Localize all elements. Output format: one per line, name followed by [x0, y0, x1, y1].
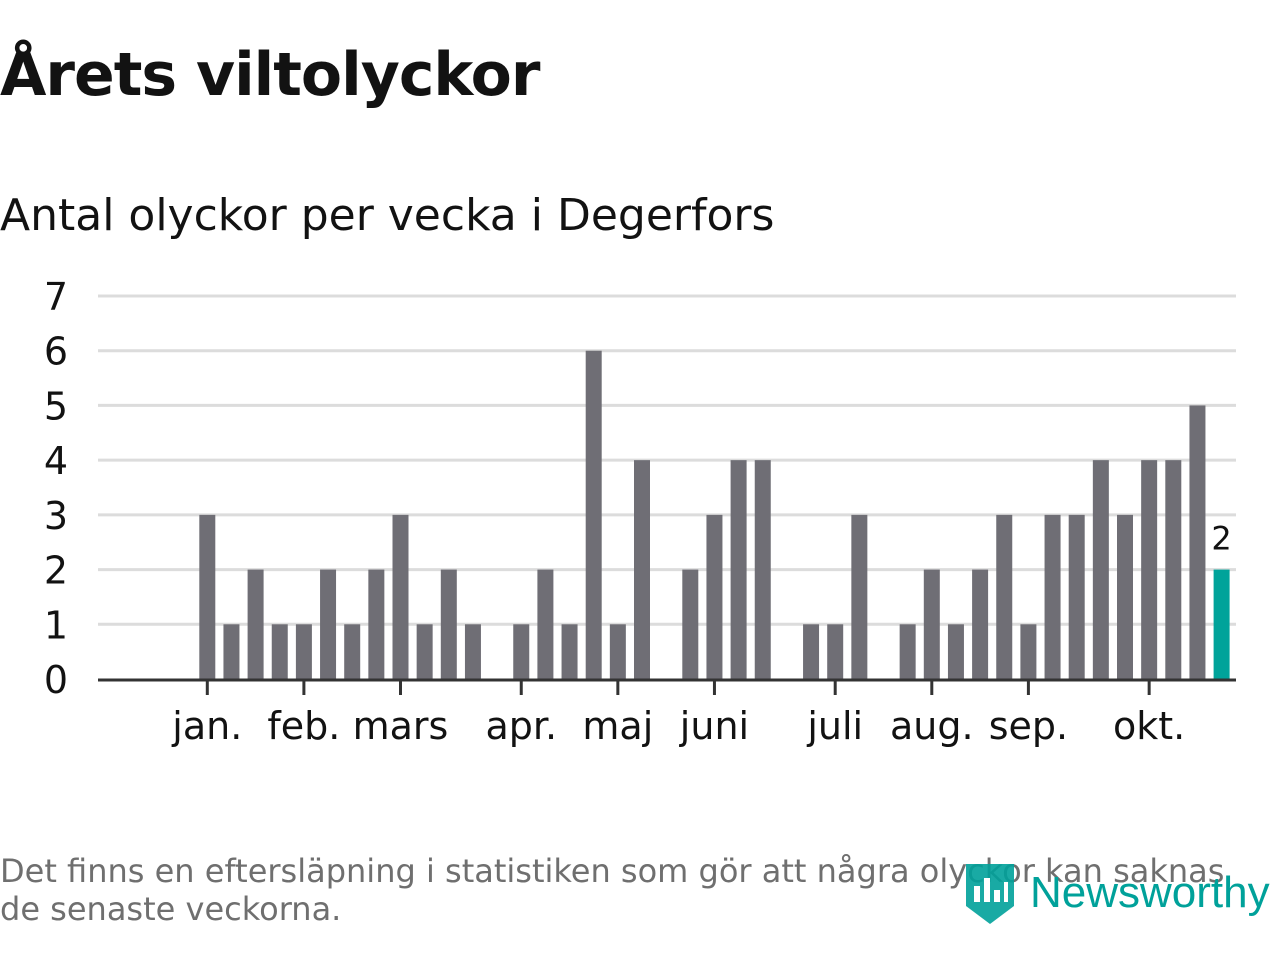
bar-week-5 [247, 569, 264, 679]
bar-week-19 [585, 350, 602, 679]
bar-week-37 [1020, 624, 1037, 679]
bar-week-44 [1189, 405, 1206, 679]
bar-week-6 [271, 624, 288, 679]
x-tick-label: juni [679, 704, 749, 748]
bar-week-30 [851, 514, 868, 679]
brand-logo: Newsworthy [964, 858, 1270, 928]
chart-subtitle: Antal olyckor per vecka i Degerfors [0, 190, 775, 241]
bar-week-24 [706, 514, 723, 679]
bar-week-43 [1165, 460, 1182, 679]
bar-week-23 [682, 569, 699, 679]
bar-week-28 [803, 624, 820, 679]
bar-week-21 [634, 460, 650, 679]
x-tick-label: maj [582, 704, 653, 748]
bar-chart: 0 1 2 3 4 5 6 7 2 jan. feb. mars apr. maj juni juli aug.… [44, 275, 1236, 748]
bar-week-26 [754, 460, 771, 679]
bar-week-29 [827, 624, 844, 679]
x-tick-label: okt. [1113, 704, 1185, 748]
y-tick-label-7: 7 [44, 275, 68, 319]
bar-week-32 [899, 624, 916, 679]
bar-week-17 [537, 569, 554, 679]
y-tick-label-1: 1 [44, 603, 68, 647]
x-tick-label: sep. [989, 704, 1068, 748]
x-tick-label: apr. [485, 704, 557, 748]
bar-week-40 [1092, 460, 1109, 679]
x-tick-label: jan. [171, 704, 242, 748]
bar-week-13 [440, 569, 457, 679]
y-tick-label-0: 0 [44, 658, 68, 702]
bar-week-18 [561, 624, 578, 679]
bar-week-38 [1044, 514, 1061, 679]
y-tick-label-3: 3 [44, 494, 68, 538]
y-tick-label-6: 6 [44, 330, 68, 374]
bar-week-20 [609, 624, 626, 679]
bar-week-4 [223, 624, 240, 679]
data-label-last: 2 [1211, 520, 1231, 558]
bar-week-39 [1068, 514, 1085, 679]
x-tick-label: aug. [890, 704, 974, 748]
bar-week-41 [1117, 514, 1133, 679]
bar-week-11 [392, 514, 409, 679]
bar-week-42 [1141, 460, 1158, 679]
bar-week-45 [1213, 569, 1230, 679]
bar-week-16 [513, 624, 530, 679]
y-tick-label-4: 4 [44, 439, 68, 483]
bar-week-7 [295, 624, 312, 679]
bar-week-14 [464, 624, 481, 679]
x-tick-label: juli [806, 704, 863, 748]
bar-week-3 [199, 514, 216, 679]
bar-week-10 [368, 569, 385, 679]
y-tick-label-5: 5 [44, 384, 68, 428]
x-tick-label: mars [353, 704, 449, 748]
bar-week-34 [947, 624, 964, 679]
x-tick-label: feb. [267, 704, 340, 748]
bar-week-25 [730, 460, 747, 679]
chart-title: Årets viltolyckor [0, 40, 540, 110]
newsworthy-logo-icon [966, 864, 1014, 924]
bar-week-12 [416, 624, 433, 679]
y-tick-label-2: 2 [44, 549, 68, 593]
bar-week-35 [972, 569, 989, 679]
bar-week-33 [923, 569, 940, 679]
bar-week-36 [996, 514, 1013, 679]
footnote: Det finns en eftersläpning i statistiken… [0, 852, 1225, 928]
brand-name: Newsworthy [1030, 868, 1270, 917]
bar-week-9 [344, 624, 361, 679]
bar-week-8 [320, 569, 337, 679]
